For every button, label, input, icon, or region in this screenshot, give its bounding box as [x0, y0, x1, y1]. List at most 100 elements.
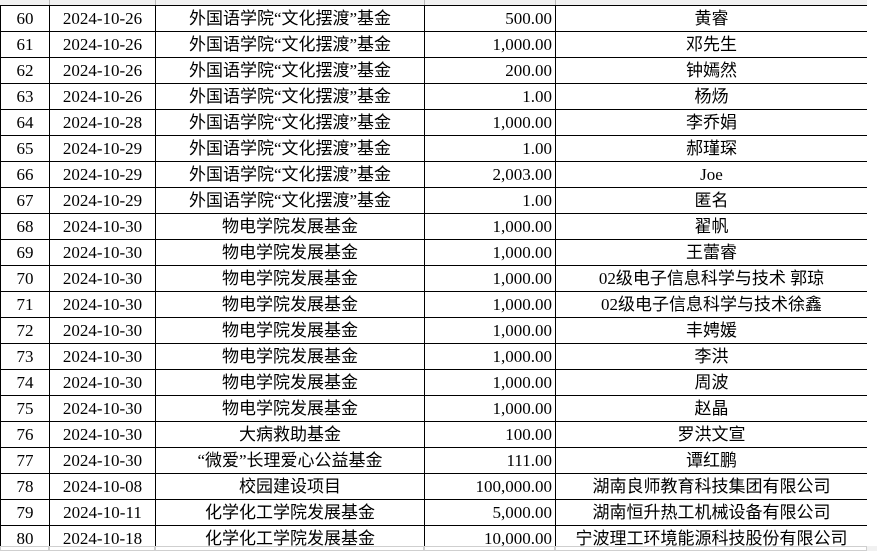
- cell-donation-date[interactable]: 2024-10-30: [49, 239, 156, 266]
- table-row[interactable]: 75 2024-10-30 物电学院发展基金 1,000.00 赵晶: [0, 395, 868, 422]
- cell-sequence-number[interactable]: 70: [0, 265, 50, 292]
- cell-donation-date[interactable]: 2024-10-30: [49, 395, 156, 422]
- cell-donation-date[interactable]: 2024-10-30: [49, 317, 156, 344]
- cell-donor-name[interactable]: Joe: [555, 161, 868, 188]
- cell-sequence-number[interactable]: 73: [0, 343, 50, 370]
- cell-sequence-number[interactable]: 63: [0, 83, 50, 110]
- cell-donation-amount[interactable]: 200.00: [424, 57, 556, 84]
- cell-donation-amount[interactable]: 111.00: [424, 447, 556, 474]
- cell-sequence-number[interactable]: 78: [0, 473, 50, 500]
- cell-donation-amount[interactable]: 1,000.00: [424, 291, 556, 318]
- cell-fund-project[interactable]: 物电学院发展基金: [155, 317, 425, 344]
- cell-donation-date[interactable]: 2024-10-30: [49, 291, 156, 318]
- cell-sequence-number[interactable]: 62: [0, 57, 50, 84]
- cell-sequence-number[interactable]: 74: [0, 369, 50, 396]
- table-row[interactable]: 69 2024-10-30 物电学院发展基金 1,000.00 王蕾睿: [0, 239, 868, 266]
- cell-sequence-number[interactable]: 77: [0, 447, 50, 474]
- cell-donation-date[interactable]: 2024-10-30: [49, 447, 156, 474]
- table-row[interactable]: 71 2024-10-30 物电学院发展基金 1,000.00 02级电子信息科学与技术…: [0, 291, 868, 318]
- cell-donor-name[interactable]: 李乔娟: [555, 109, 868, 136]
- cell-fund-project[interactable]: 外国语学院“文化摆渡”基金: [155, 83, 425, 110]
- donation-records-table[interactable]: 60 2024-10-26 外国语学院“文化摆渡”基金 500.00 黄睿 61 2024-…: [0, 5, 868, 551]
- table-row[interactable]: 68 2024-10-30 物电学院发展基金 1,000.00 翟帆: [0, 213, 868, 240]
- cell-donation-amount[interactable]: 1,000.00: [424, 369, 556, 396]
- cell-donation-date[interactable]: 2024-10-30: [49, 265, 156, 292]
- cell-sequence-number[interactable]: 67: [0, 187, 50, 214]
- cell-donor-name[interactable]: 翟帆: [555, 213, 868, 240]
- cell-donation-amount[interactable]: 1,000.00: [424, 31, 556, 58]
- cell-donation-amount[interactable]: 500.00: [424, 5, 556, 32]
- table-row[interactable]: 67 2024-10-29 外国语学院“文化摆渡”基金 1.00 匿名: [0, 187, 868, 214]
- cell-donor-name[interactable]: 湖南良师教育科技集团有限公司: [555, 473, 868, 500]
- table-row[interactable]: 76 2024-10-30 大病救助基金 100.00 罗洪文宣: [0, 421, 868, 448]
- cell-fund-project[interactable]: “微爱”长理爱心公益基金: [155, 447, 425, 474]
- table-row[interactable]: 74 2024-10-30 物电学院发展基金 1,000.00 周波: [0, 369, 868, 396]
- cell-donation-date[interactable]: 2024-10-29: [49, 161, 156, 188]
- cell-donation-date[interactable]: 2024-10-26: [49, 57, 156, 84]
- cell-fund-project[interactable]: 外国语学院“文化摆渡”基金: [155, 135, 425, 162]
- cell-donor-name[interactable]: 丰娉媛: [555, 317, 868, 344]
- table-row[interactable]: 62 2024-10-26 外国语学院“文化摆渡”基金 200.00 钟嫣然: [0, 57, 868, 84]
- table-row[interactable]: 63 2024-10-26 外国语学院“文化摆渡”基金 1.00 杨炀: [0, 83, 868, 110]
- cell-donation-amount[interactable]: 100.00: [424, 421, 556, 448]
- table-row[interactable]: 72 2024-10-30 物电学院发展基金 1,000.00 丰娉媛: [0, 317, 868, 344]
- cell-donor-name[interactable]: 罗洪文宣: [555, 421, 868, 448]
- table-row[interactable]: 73 2024-10-30 物电学院发展基金 1,000.00 李洪: [0, 343, 868, 370]
- cell-donation-date[interactable]: 2024-10-29: [49, 135, 156, 162]
- cell-donation-date[interactable]: 2024-10-30: [49, 421, 156, 448]
- cell-fund-project[interactable]: 外国语学院“文化摆渡”基金: [155, 161, 425, 188]
- cell-donor-name[interactable]: 杨炀: [555, 83, 868, 110]
- cell-donation-amount[interactable]: 2,003.00: [424, 161, 556, 188]
- cell-donation-amount[interactable]: 1,000.00: [424, 317, 556, 344]
- cell-donation-date[interactable]: 2024-10-30: [49, 369, 156, 396]
- cell-donation-amount[interactable]: 1.00: [424, 135, 556, 162]
- table-row[interactable]: 61 2024-10-26 外国语学院“文化摆渡”基金 1,000.00 邓先生: [0, 31, 868, 58]
- cell-donation-date[interactable]: 2024-10-26: [49, 83, 156, 110]
- cell-donor-name[interactable]: 02级电子信息科学与技术 郭琼: [555, 265, 868, 292]
- cell-fund-project[interactable]: 物电学院发展基金: [155, 265, 425, 292]
- cell-donor-name[interactable]: 李洪: [555, 343, 868, 370]
- cell-sequence-number[interactable]: 71: [0, 291, 50, 318]
- table-row[interactable]: 60 2024-10-26 外国语学院“文化摆渡”基金 500.00 黄睿: [0, 5, 868, 32]
- cell-fund-project[interactable]: 校园建设项目: [155, 473, 425, 500]
- cell-donor-name[interactable]: 赵晶: [555, 395, 868, 422]
- cell-donor-name[interactable]: 谭红鹏: [555, 447, 868, 474]
- table-row[interactable]: 79 2024-10-11 化学化工学院发展基金 5,000.00 湖南恒升热工机械设备…: [0, 499, 868, 526]
- cell-sequence-number[interactable]: 68: [0, 213, 50, 240]
- cell-fund-project[interactable]: 外国语学院“文化摆渡”基金: [155, 57, 425, 84]
- cell-donation-amount[interactable]: 100,000.00: [424, 473, 556, 500]
- cell-fund-project[interactable]: 化学化工学院发展基金: [155, 499, 425, 526]
- cell-donation-amount[interactable]: 5,000.00: [424, 499, 556, 526]
- cell-donation-amount[interactable]: 1,000.00: [424, 395, 556, 422]
- cell-donor-name[interactable]: 黄睿: [555, 5, 868, 32]
- cell-fund-project[interactable]: 物电学院发展基金: [155, 291, 425, 318]
- cell-donation-date[interactable]: 2024-10-30: [49, 343, 156, 370]
- cell-sequence-number[interactable]: 66: [0, 161, 50, 188]
- cell-donation-amount[interactable]: 1.00: [424, 83, 556, 110]
- cell-donation-amount[interactable]: 1.00: [424, 187, 556, 214]
- cell-donation-amount[interactable]: 1,000.00: [424, 343, 556, 370]
- cell-fund-project[interactable]: 大病救助基金: [155, 421, 425, 448]
- cell-donation-date[interactable]: 2024-10-29: [49, 187, 156, 214]
- cell-donation-amount[interactable]: 1,000.00: [424, 109, 556, 136]
- cell-fund-project[interactable]: 外国语学院“文化摆渡”基金: [155, 187, 425, 214]
- table-row[interactable]: 78 2024-10-08 校园建设项目 100,000.00 湖南良师教育科技集团有限…: [0, 473, 868, 500]
- cell-donation-amount[interactable]: 1,000.00: [424, 265, 556, 292]
- cell-donation-date[interactable]: 2024-10-08: [49, 473, 156, 500]
- cell-fund-project[interactable]: 物电学院发展基金: [155, 369, 425, 396]
- cell-donation-amount[interactable]: 1,000.00: [424, 213, 556, 240]
- cell-donor-name[interactable]: 王蕾睿: [555, 239, 868, 266]
- table-row[interactable]: 65 2024-10-29 外国语学院“文化摆渡”基金 1.00 郝瑾琛: [0, 135, 868, 162]
- cell-sequence-number[interactable]: 64: [0, 109, 50, 136]
- cell-sequence-number[interactable]: 61: [0, 31, 50, 58]
- cell-fund-project[interactable]: 外国语学院“文化摆渡”基金: [155, 31, 425, 58]
- cell-sequence-number[interactable]: 69: [0, 239, 50, 266]
- cell-fund-project[interactable]: 物电学院发展基金: [155, 213, 425, 240]
- cell-donor-name[interactable]: 周波: [555, 369, 868, 396]
- cell-donation-date[interactable]: 2024-10-26: [49, 5, 156, 32]
- cell-sequence-number[interactable]: 65: [0, 135, 50, 162]
- cell-sequence-number[interactable]: 75: [0, 395, 50, 422]
- cell-sequence-number[interactable]: 76: [0, 421, 50, 448]
- table-row[interactable]: 64 2024-10-28 外国语学院“文化摆渡”基金 1,000.00 李乔娟: [0, 109, 868, 136]
